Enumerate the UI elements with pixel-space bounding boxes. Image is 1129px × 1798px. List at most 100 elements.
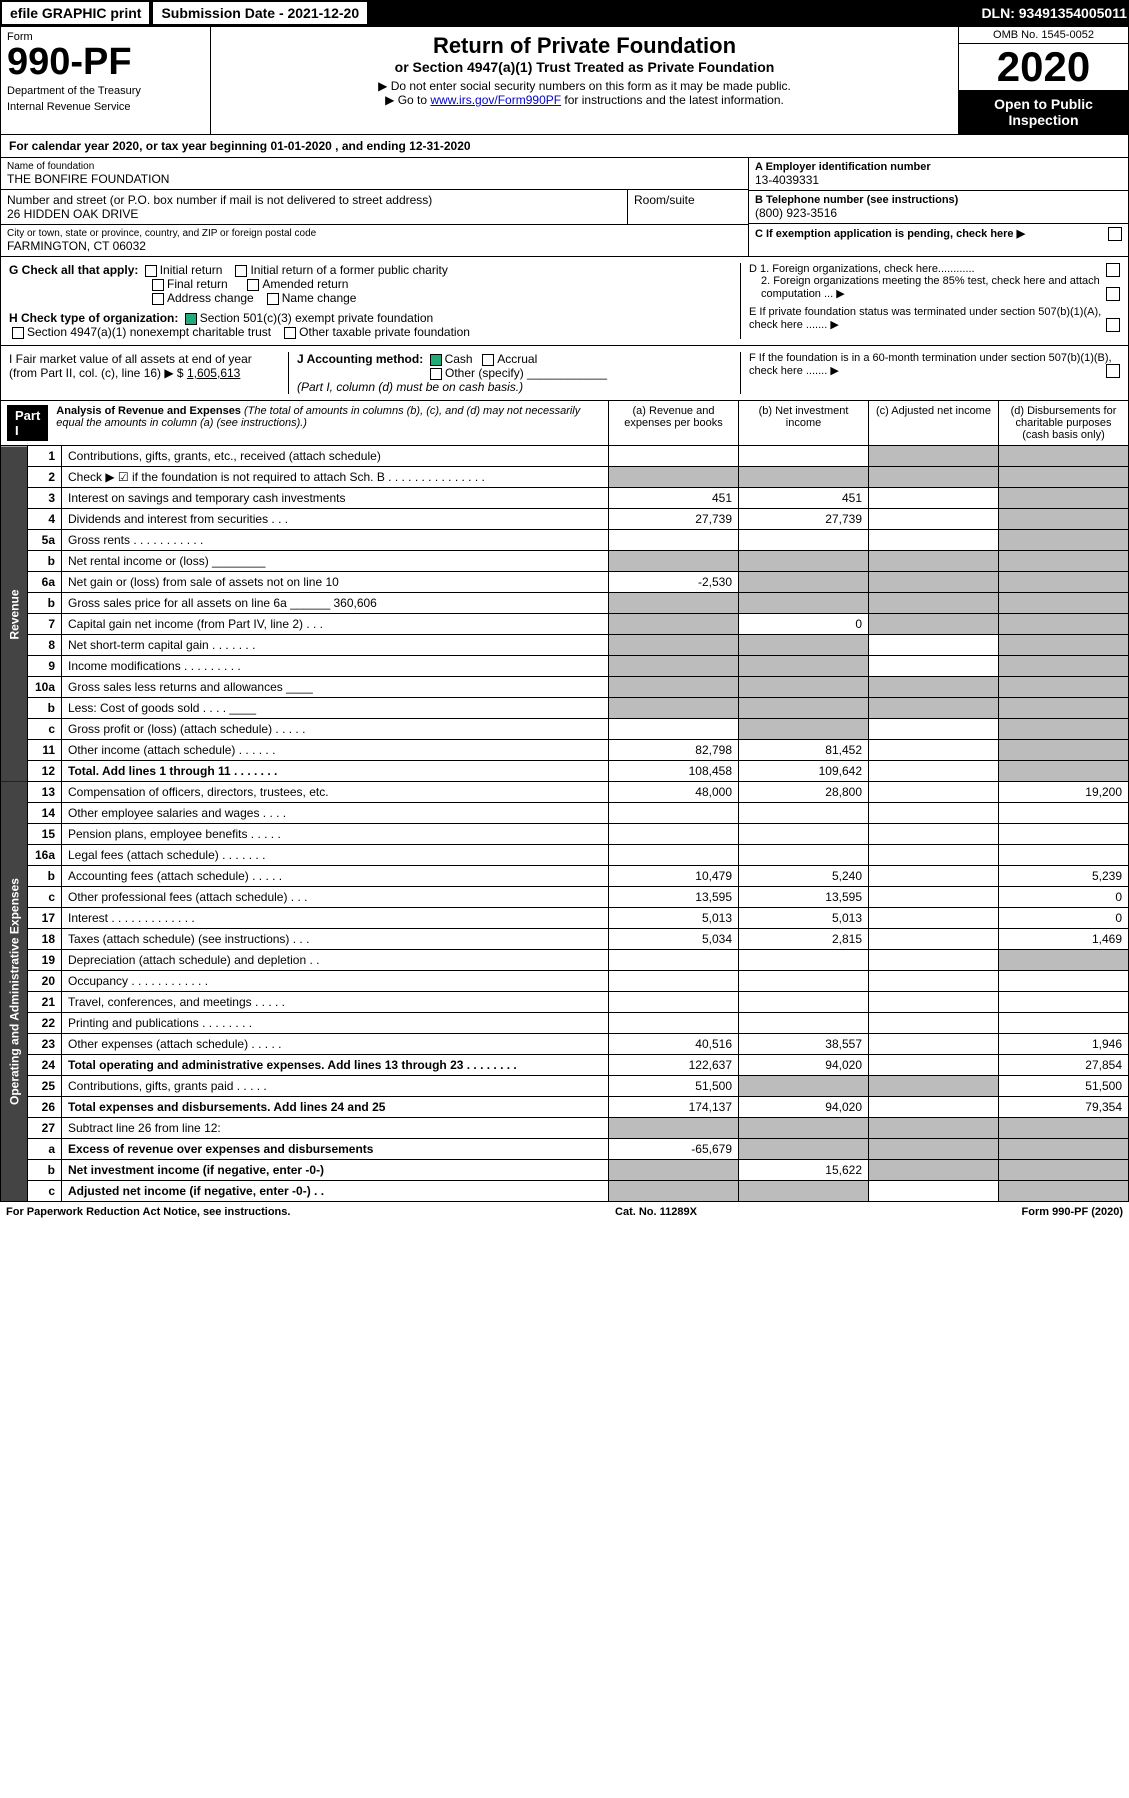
line-amount: [869, 509, 999, 530]
line-number: 10a: [28, 677, 62, 698]
omb-number: OMB No. 1545-0052: [959, 27, 1128, 44]
line-amount: [999, 572, 1129, 593]
d1-checkbox[interactable]: [1106, 263, 1120, 277]
line-description: Occupancy . . . . . . . . . . . .: [62, 971, 609, 992]
line-amount: 451: [739, 488, 869, 509]
line-description: Other expenses (attach schedule) . . . .…: [62, 1034, 609, 1055]
line-amount: [869, 1034, 999, 1055]
line-description: Gross profit or (loss) (attach schedule)…: [62, 719, 609, 740]
form-link[interactable]: www.irs.gov/Form990PF: [430, 93, 561, 107]
line-amount: [869, 1013, 999, 1034]
footer-cat: Cat. No. 11289X: [615, 1206, 697, 1218]
line-amount: 27,739: [609, 509, 739, 530]
line-amount: [609, 698, 739, 719]
line-amount: [869, 866, 999, 887]
line-number: 20: [28, 971, 62, 992]
c-label: C If exemption application is pending, c…: [755, 228, 1025, 240]
line-amount: [609, 1181, 739, 1202]
line-number: 15: [28, 824, 62, 845]
line-number: b: [28, 593, 62, 614]
form-note2: ▶ Go to www.irs.gov/Form990PF for instru…: [221, 93, 948, 107]
ein-label: A Employer identification number: [755, 161, 1122, 173]
top-bar: efile GRAPHIC print Submission Date - 20…: [0, 0, 1129, 26]
line-amount: [869, 698, 999, 719]
e-label: E If private foundation status was termi…: [749, 306, 1101, 331]
line-amount: [999, 551, 1129, 572]
e-checkbox[interactable]: [1106, 318, 1120, 332]
line-number: 9: [28, 656, 62, 677]
g-initial-former-checkbox[interactable]: [235, 265, 247, 277]
j-cash-checkbox[interactable]: [430, 354, 442, 366]
line-amount: 19,200: [999, 782, 1129, 803]
g-name-checkbox[interactable]: [267, 293, 279, 305]
line-amount: [869, 1181, 999, 1202]
line-amount: [739, 950, 869, 971]
line-amount: 5,013: [739, 908, 869, 929]
line-description: Net investment income (if negative, ente…: [62, 1160, 609, 1181]
line-number: 4: [28, 509, 62, 530]
d1-label: D 1. Foreign organizations, check here..…: [749, 263, 975, 275]
f-label: F If the foundation is in a 60-month ter…: [749, 352, 1112, 377]
line-number: 14: [28, 803, 62, 824]
j-accrual-checkbox[interactable]: [482, 354, 494, 366]
line-amount: [999, 614, 1129, 635]
efile-label: efile GRAPHIC print: [2, 2, 149, 24]
line-amount: [739, 677, 869, 698]
line-amount: [609, 530, 739, 551]
h-other-checkbox[interactable]: [284, 327, 296, 339]
calendar-year: For calendar year 2020, or tax year begi…: [0, 135, 1129, 158]
line-number: 22: [28, 1013, 62, 1034]
g-amended-checkbox[interactable]: [247, 279, 259, 291]
g-address-checkbox[interactable]: [152, 293, 164, 305]
j-other-checkbox[interactable]: [430, 368, 442, 380]
line-amount: [739, 635, 869, 656]
line-amount: [869, 1076, 999, 1097]
line-amount: [739, 593, 869, 614]
h-label: H Check type of organization:: [9, 311, 178, 325]
d2-checkbox[interactable]: [1106, 287, 1120, 301]
line-number: 19: [28, 950, 62, 971]
line-amount: [739, 467, 869, 488]
line-description: Gross sales less returns and allowances …: [62, 677, 609, 698]
c-checkbox[interactable]: [1108, 227, 1122, 241]
ein-value: 13-4039331: [755, 173, 1122, 187]
h-4947-checkbox[interactable]: [12, 327, 24, 339]
f-checkbox[interactable]: [1106, 364, 1120, 378]
line-amount: [999, 971, 1129, 992]
line-amount: [869, 971, 999, 992]
line-amount: [739, 1181, 869, 1202]
line-amount: [999, 740, 1129, 761]
line-amount: 15,622: [739, 1160, 869, 1181]
line-number: 26: [28, 1097, 62, 1118]
line-amount: [609, 845, 739, 866]
line-amount: [609, 677, 739, 698]
line-amount: 174,137: [609, 1097, 739, 1118]
line-amount: [609, 719, 739, 740]
line-number: a: [28, 1139, 62, 1160]
line-amount: [609, 467, 739, 488]
h-501c3-checkbox[interactable]: [185, 313, 197, 325]
name-label: Name of foundation: [7, 161, 742, 172]
foundation-name: THE BONFIRE FOUNDATION: [7, 172, 742, 186]
line-number: 2: [28, 467, 62, 488]
line-amount: [739, 803, 869, 824]
line-amount: [869, 950, 999, 971]
phone-label: B Telephone number (see instructions): [755, 194, 1122, 206]
line-amount: [869, 929, 999, 950]
line-amount: [869, 656, 999, 677]
line-amount: [739, 1076, 869, 1097]
line-amount: [609, 1013, 739, 1034]
line-amount: 5,240: [739, 866, 869, 887]
line-amount: [739, 1139, 869, 1160]
line-amount: [869, 1097, 999, 1118]
line-amount: 48,000: [609, 782, 739, 803]
dept-label: Department of the Treasury: [7, 85, 204, 97]
g-initial-checkbox[interactable]: [145, 265, 157, 277]
i-value: 1,605,613: [187, 366, 240, 380]
g-final-checkbox[interactable]: [152, 279, 164, 291]
foundation-city: FARMINGTON, CT 06032: [7, 239, 742, 253]
line-amount: [609, 551, 739, 572]
section-i-j: I Fair market value of all assets at end…: [0, 346, 1129, 401]
page-footer: For Paperwork Reduction Act Notice, see …: [0, 1202, 1129, 1222]
line-amount: [739, 992, 869, 1013]
